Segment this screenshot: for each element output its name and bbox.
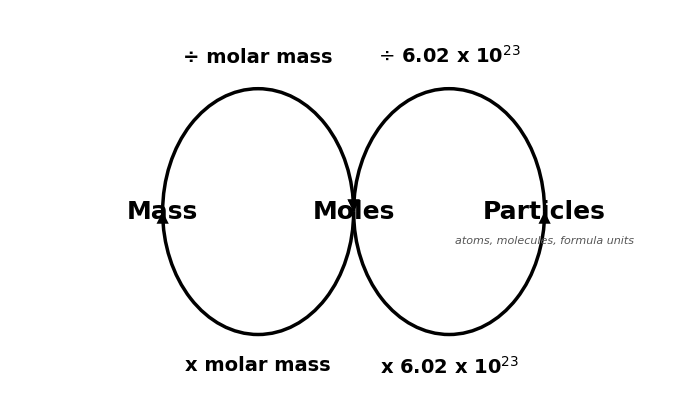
- Text: Moles: Moles: [313, 199, 395, 224]
- Text: atoms, molecules, formula units: atoms, molecules, formula units: [455, 236, 634, 246]
- Text: x molar mass: x molar mass: [186, 356, 331, 375]
- Text: $\div$ 6.02 x 10$^{23}$: $\div$ 6.02 x 10$^{23}$: [377, 45, 520, 67]
- Text: Mass: Mass: [127, 199, 198, 224]
- Text: Particles: Particles: [483, 199, 606, 224]
- Text: ÷ molar mass: ÷ molar mass: [184, 48, 333, 67]
- Text: x 6.02 x 10$^{23}$: x 6.02 x 10$^{23}$: [380, 356, 519, 378]
